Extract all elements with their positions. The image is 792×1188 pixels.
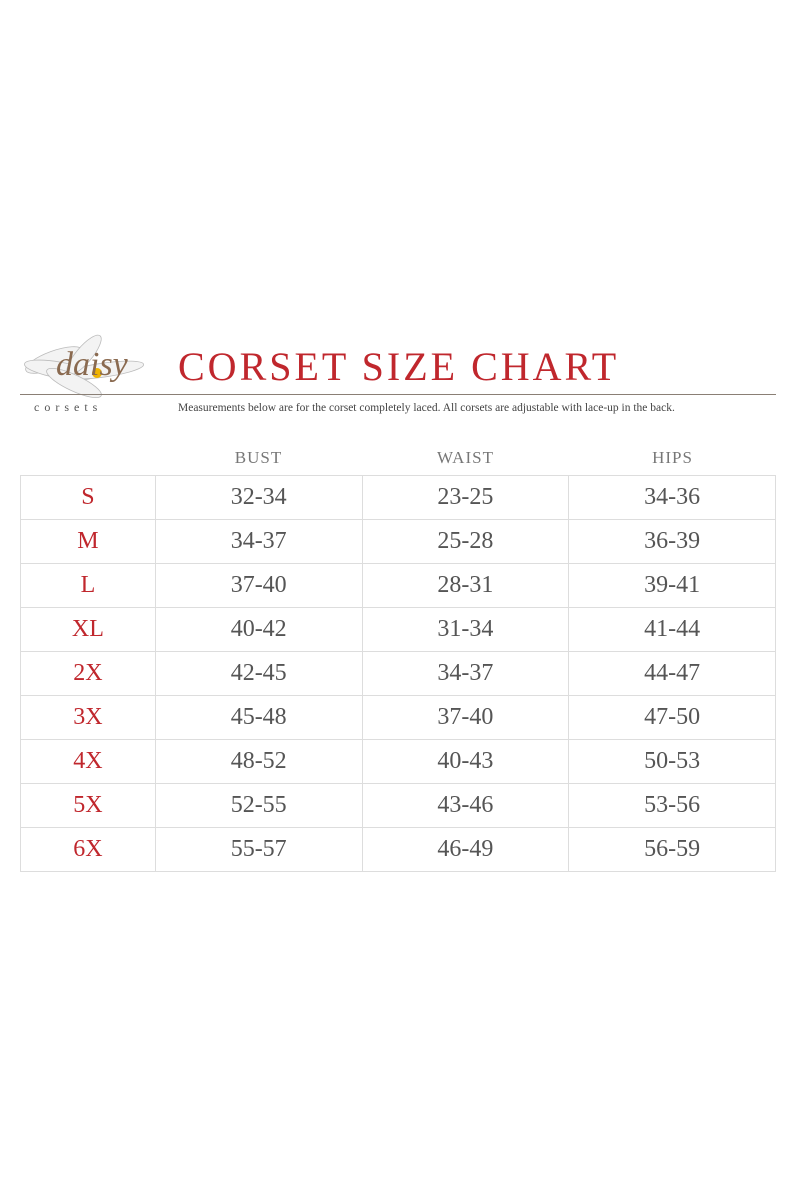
- svg-text:daisy: daisy: [56, 346, 129, 383]
- hips-cell: 44-47: [568, 651, 776, 696]
- table-row: 3X 45-48 37-40 47-50: [20, 695, 776, 740]
- hips-cell: 34-36: [568, 475, 776, 520]
- waist-cell: 46-49: [361, 827, 570, 872]
- table-row: 2X 42-45 34-37 44-47: [20, 651, 776, 696]
- table-row: L 37-40 28-31 39-41: [20, 563, 776, 608]
- subtitle: Measurements below are for the corset co…: [178, 402, 675, 414]
- bust-cell: 55-57: [154, 827, 363, 872]
- bust-cell: 37-40: [154, 563, 363, 608]
- size-label: L: [20, 563, 156, 608]
- size-label: XL: [20, 607, 156, 652]
- table-row: XL 40-42 31-34 41-44: [20, 607, 776, 652]
- size-label: 6X: [20, 827, 156, 872]
- bust-cell: 45-48: [154, 695, 363, 740]
- hips-cell: 41-44: [568, 607, 776, 652]
- waist-cell: 34-37: [361, 651, 570, 696]
- size-label: 5X: [20, 783, 156, 828]
- hips-cell: 36-39: [568, 519, 776, 564]
- bust-cell: 52-55: [154, 783, 363, 828]
- page-title: CORSET SIZE CHART: [178, 344, 620, 389]
- size-label: 4X: [20, 739, 156, 784]
- hips-cell: 53-56: [568, 783, 776, 828]
- table-row: 6X 55-57 46-49 56-59: [20, 827, 776, 872]
- waist-cell: 25-28: [361, 519, 570, 564]
- hips-cell: 47-50: [568, 695, 776, 740]
- table-row: S 32-34 23-25 34-36: [20, 475, 776, 520]
- size-table: S 32-34 23-25 34-36 M 34-37 25-28 36-39 L 37-40 28…: [20, 475, 776, 872]
- waist-cell: 40-43: [361, 739, 570, 784]
- header-bust: BUST: [234, 448, 283, 467]
- daisy-logo: daisy: [24, 334, 145, 399]
- size-label: M: [20, 519, 156, 564]
- header-hips: HIPS: [652, 448, 693, 467]
- waist-cell: 28-31: [361, 563, 570, 608]
- header-waist: WAIST: [437, 448, 494, 467]
- size-label: 2X: [20, 651, 156, 696]
- hips-cell: 56-59: [568, 827, 776, 872]
- waist-cell: 43-46: [361, 783, 570, 828]
- hips-cell: 39-41: [568, 563, 776, 608]
- waist-cell: 37-40: [361, 695, 570, 740]
- divider: [20, 394, 776, 395]
- bust-cell: 34-37: [154, 519, 363, 564]
- table-row: 5X 52-55 43-46 53-56: [20, 783, 776, 828]
- hips-cell: 50-53: [568, 739, 776, 784]
- waist-cell: 31-34: [361, 607, 570, 652]
- bust-cell: 40-42: [154, 607, 363, 652]
- bust-cell: 48-52: [154, 739, 363, 784]
- size-label: 3X: [20, 695, 156, 740]
- waist-cell: 23-25: [361, 475, 570, 520]
- bust-cell: 32-34: [154, 475, 363, 520]
- logo-subtext: corsets: [34, 400, 103, 414]
- bust-cell: 42-45: [154, 651, 363, 696]
- table-row: M 34-37 25-28 36-39: [20, 519, 776, 564]
- table-row: 4X 48-52 40-43 50-53: [20, 739, 776, 784]
- size-label: S: [20, 475, 156, 520]
